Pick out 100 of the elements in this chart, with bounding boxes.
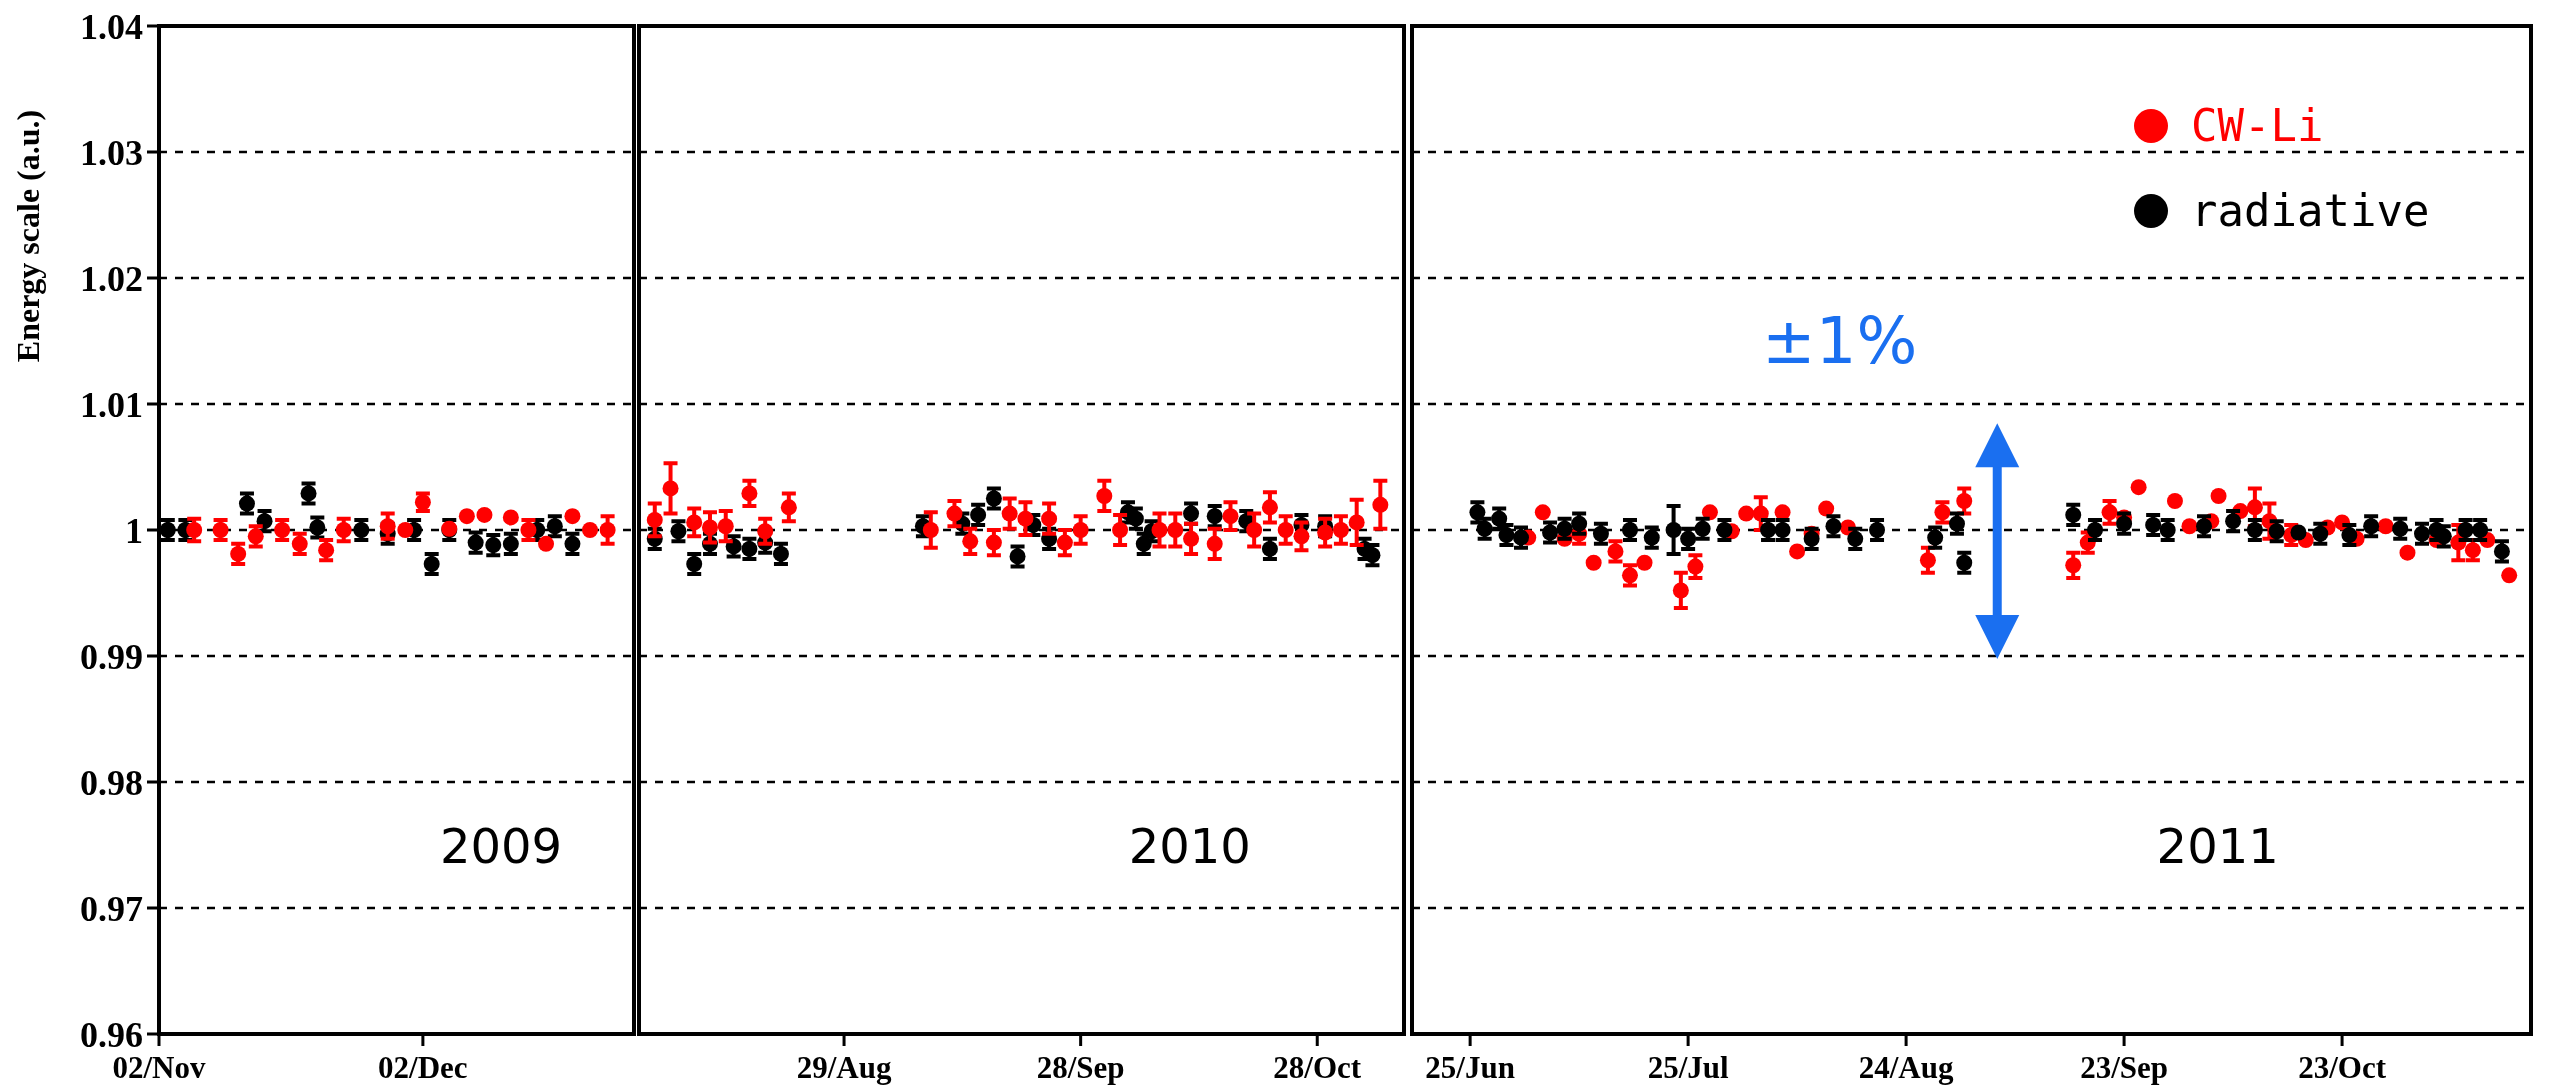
point [1701,504,1718,521]
point [646,511,663,528]
point [2392,520,2409,537]
x-tick-label: 28/Sep [1036,1050,1125,1085]
point [717,518,734,535]
point [686,556,703,573]
point [1919,552,1936,569]
point [1317,524,1334,541]
point [2166,493,2183,510]
point [2312,525,2329,542]
point [1869,522,1886,538]
annotation: 2011 [2156,817,2279,874]
point [1592,525,1609,542]
point [2457,522,2474,538]
point [247,528,264,545]
y-tick-label: 0.98 [80,762,143,803]
point [1041,510,1058,527]
point [1927,529,1944,546]
point [318,542,335,559]
point [485,537,502,554]
y-axis-title: Energy scale (a.u.) [10,109,46,363]
point [1556,520,1573,537]
y-tick-label: 0.97 [80,888,143,929]
point [2065,506,2082,523]
point [1534,504,1551,521]
point [1774,522,1791,538]
point [1135,535,1152,552]
point [1151,522,1168,538]
point [1498,527,1515,544]
point [1476,520,1493,537]
point [1585,554,1602,571]
point [772,545,789,562]
point [1956,493,1973,510]
point [1112,522,1129,538]
point [2414,525,2431,542]
point [309,519,326,536]
point [291,535,308,552]
point [1512,529,1529,546]
point [1934,504,1951,521]
point [1607,543,1624,560]
x-tick-label: 28/Oct [1273,1050,1362,1085]
point [2268,523,2285,540]
point [2145,516,2162,533]
point [2399,544,2416,561]
point [1621,522,1638,538]
point [1372,496,1389,513]
point [423,556,440,573]
point [2065,557,2082,574]
point [2210,487,2227,504]
point [741,540,758,557]
y-tick-label: 0.99 [80,636,143,677]
point [2290,524,2307,541]
point [1643,529,1660,546]
point [2130,479,2147,496]
point [520,522,537,538]
point [546,518,563,535]
point [1571,515,1588,532]
point [1096,487,1113,504]
point [1261,540,1278,557]
point [1183,505,1200,522]
point [1789,543,1806,560]
point [353,522,370,538]
point [701,519,718,536]
point [985,490,1002,507]
point [1206,535,1223,552]
annotation: 2010 [1128,817,1251,874]
point [2246,499,2263,516]
point [1246,522,1263,538]
point [2377,518,2394,535]
x-tick-label: 23/Oct [2298,1050,2387,1085]
point [1491,510,1508,527]
point [230,545,247,562]
point [686,514,703,531]
point [1469,504,1486,521]
point [2196,518,2213,535]
point [1364,547,1381,564]
point [1017,510,1034,527]
annotation: ±1% [1762,304,1918,379]
point [1716,522,1733,538]
point [1694,520,1711,537]
point [662,480,679,497]
point [274,522,291,538]
point [970,506,987,523]
y-tick-label: 1.04 [80,6,143,47]
point [1277,522,1294,538]
point [1956,554,1973,571]
point [467,534,484,551]
point [1672,582,1689,599]
point [458,508,475,525]
point [599,522,616,538]
point [1009,548,1026,565]
y-tick-label: 1.01 [80,384,143,425]
point [1056,534,1073,551]
x-tick-label: 02/Dec [378,1050,468,1085]
point [1621,567,1638,584]
point [2493,543,2510,560]
annotation: 2009 [439,817,563,874]
point [2181,518,2198,535]
point [212,522,229,538]
point [1261,499,1278,516]
